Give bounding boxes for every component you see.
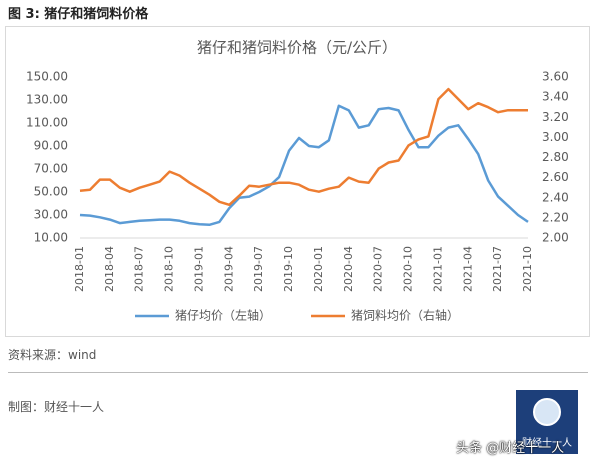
- x-tick-label: 2019-10: [282, 246, 295, 292]
- y2-tick-label: 2.60: [542, 170, 569, 184]
- x-tick-label: 2018-04: [103, 246, 116, 292]
- x-tick-label: 2019-01: [192, 246, 205, 292]
- y2-tick-label: 3.40: [542, 90, 569, 104]
- y-tick-label: 90.00: [34, 139, 68, 153]
- logo-text: 财经十一人: [522, 438, 572, 449]
- x-tick-label: 2019-04: [222, 246, 235, 292]
- x-tick-label: 2018-01: [73, 246, 86, 292]
- credit-note: 制图：财经十一人: [8, 400, 105, 414]
- y2-tick-label: 2.40: [542, 190, 569, 204]
- y2-tick-label: 3.00: [542, 130, 569, 144]
- x-tick-label: 2021-01: [431, 246, 444, 292]
- source-note: 资料来源：wind: [8, 348, 97, 362]
- chart-title: 猪仔和猪饲料价格（元/公斤）: [197, 39, 397, 57]
- x-tick-label: 2018-10: [163, 246, 176, 292]
- legend-label: 猪饲料均价（右轴）: [351, 308, 459, 323]
- y2-tick-label: 3.20: [542, 110, 569, 124]
- y-tick-label: 110.00: [26, 116, 68, 130]
- x-tick-label: 2020-10: [402, 246, 415, 292]
- y2-tick-label: 3.60: [542, 70, 569, 84]
- x-tick-label: 2020-01: [312, 246, 325, 292]
- x-tick-label: 2021-04: [461, 246, 474, 292]
- legend-label: 猪仔均价（左轴）: [175, 308, 271, 323]
- x-tick-label: 2020-07: [372, 246, 385, 292]
- logo: 财经十一人: [516, 390, 578, 454]
- y-tick-label: 130.00: [26, 93, 68, 107]
- y-tick-label: 30.00: [34, 208, 68, 222]
- x-tick-label: 2018-07: [133, 246, 146, 292]
- y2-tick-label: 2.20: [542, 210, 569, 224]
- x-tick-label: 2019-07: [252, 246, 265, 292]
- chart-border: [5, 26, 590, 337]
- watermark: 头条 @财经十一人: [456, 441, 565, 456]
- x-tick-label: 2020-04: [342, 246, 355, 292]
- y-tick-label: 150.00: [26, 70, 68, 84]
- series-line: [79, 87, 528, 207]
- y2-tick-label: 2.00: [542, 231, 569, 245]
- series-line: [79, 104, 529, 227]
- logo-globe: [533, 398, 561, 426]
- y-tick-label: 50.00: [34, 185, 68, 199]
- y-tick-label: 10.00: [34, 231, 68, 245]
- y2-tick-label: 2.80: [542, 150, 569, 164]
- y-tick-label: 70.00: [34, 162, 68, 176]
- chart: 猪仔和猪饲料价格（元/公斤） 10.00 30.00 50.00 70.00 90.00…: [5, 26, 590, 337]
- x-tick-label: 2021-10: [521, 246, 534, 292]
- x-tick-label: 2021-07: [491, 246, 504, 292]
- figure-caption: 图 3: 猪仔和猪饲料价格: [8, 7, 149, 22]
- divider: [8, 372, 588, 373]
